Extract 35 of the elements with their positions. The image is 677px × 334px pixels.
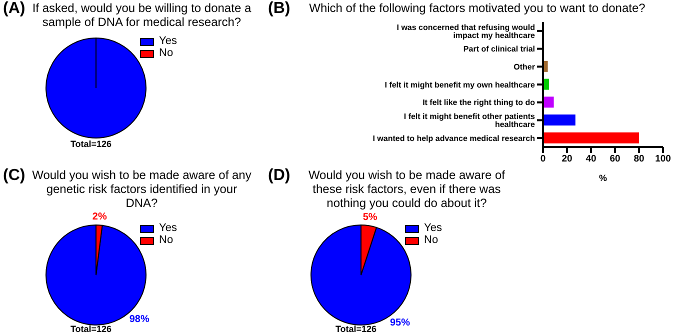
y-tick-label: I felt it might benefit my own healthcare: [384, 80, 536, 90]
x-tick-label: 0: [540, 154, 546, 165]
data-label: 2%: [92, 212, 107, 223]
y-tick-label: I was concerned that refusing would impact my healthcare: [396, 22, 536, 40]
chart-title: (A) If asked, would you be willing to donate a sample of DNA for medical research?: [3, 0, 252, 29]
y-tick-label: Other: [514, 62, 535, 72]
text: Total=126: [70, 324, 112, 334]
pie-slice: [310, 224, 412, 326]
x-tick-label: 100: [655, 154, 671, 165]
x-axis-title: %: [598, 173, 608, 183]
x-tick-label: 40: [586, 154, 596, 165]
legend-label: Yes: [159, 35, 177, 47]
legend-label: No: [159, 234, 174, 246]
legend-label: No: [159, 47, 174, 59]
text: Total=126: [70, 139, 112, 149]
legend-label: Yes: [159, 222, 177, 234]
x-tick-label: 60: [610, 154, 620, 165]
x-tick-label: 80: [634, 154, 644, 165]
bar: [543, 132, 639, 144]
y-tick-label: I felt it might benefit other patients healthcare: [404, 112, 536, 130]
x-tick-label: 20: [562, 154, 572, 165]
chart-title: (D) Would you wish to be made aware of these risk factors, even if there was nothing you could do about it?: [268, 167, 506, 210]
y-tick-label: I wanted to help advance medical research: [372, 134, 536, 143]
bar: [543, 96, 554, 108]
y-tick-label: Part of clinical trial: [463, 44, 535, 54]
legend-label: No: [424, 234, 438, 246]
chart-title: (B) Which of the following factors motivated you to want to donate?: [268, 0, 646, 17]
data-label: 95%: [390, 318, 410, 329]
text: Total=126: [335, 324, 377, 334]
data-label: 98%: [129, 314, 150, 325]
y-tick-label: It felt like the right thing to do: [422, 98, 536, 108]
data-label: 5%: [362, 212, 378, 224]
legend-label: Yes: [424, 222, 442, 234]
bar: [543, 114, 576, 126]
chart-title: (C) Would you wish to be made aware of any genetic risk factors identified in your DNA?: [3, 167, 252, 210]
